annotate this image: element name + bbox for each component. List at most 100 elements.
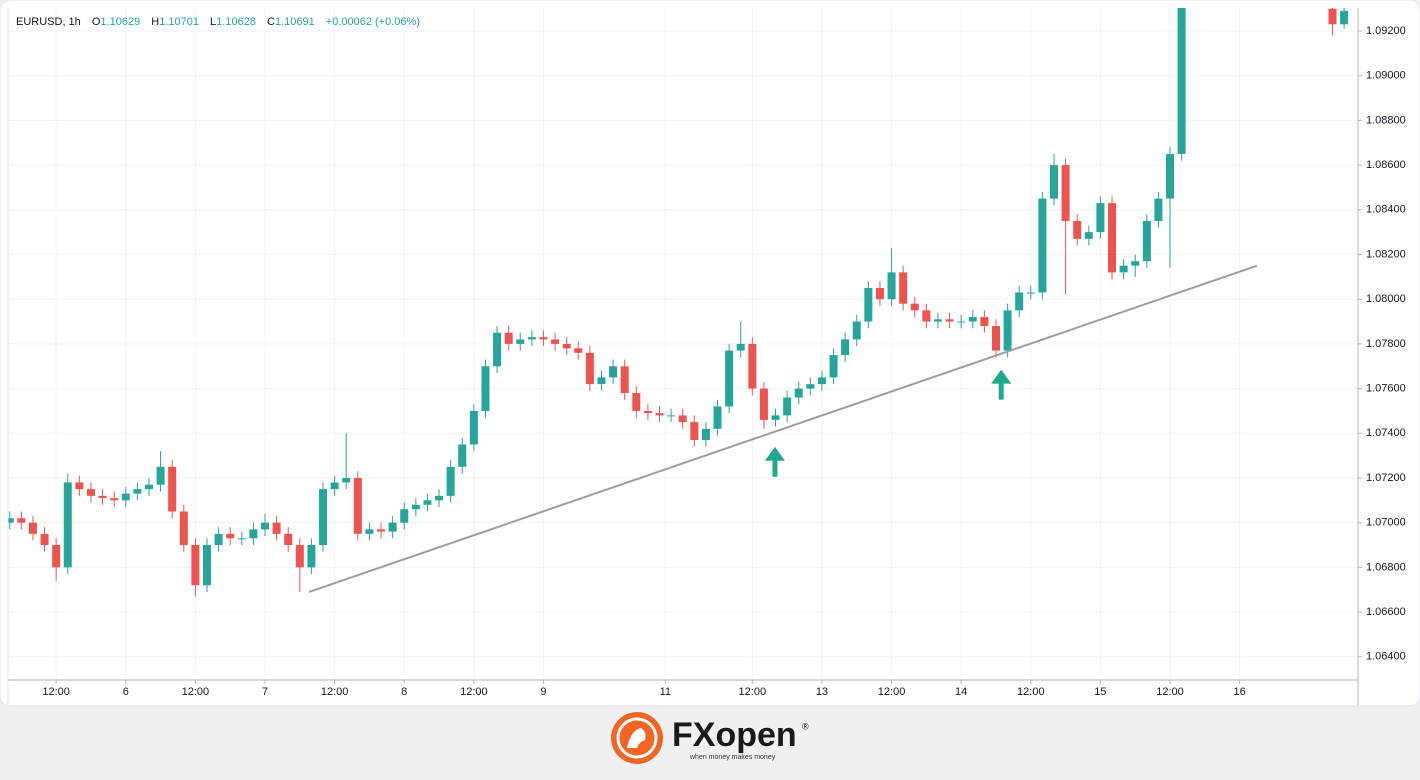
candle-body	[17, 518, 26, 523]
candle-body	[40, 533, 49, 546]
candle-body	[991, 326, 1000, 351]
candle-body	[214, 533, 223, 546]
candle-body	[237, 538, 246, 540]
candle-body	[458, 444, 467, 467]
candle-body	[667, 415, 676, 417]
ohlc-key: C	[267, 16, 275, 28]
y-tick-label: 1.08600	[1366, 159, 1406, 171]
candle-body	[377, 529, 386, 532]
candle-body	[411, 504, 420, 510]
candle-body	[539, 337, 548, 340]
candle-body	[156, 466, 165, 485]
y-tick-label: 1.07600	[1366, 382, 1406, 394]
ohlc-key: L	[210, 16, 216, 28]
x-tick-label: 7	[262, 686, 268, 698]
candle-body	[632, 393, 641, 411]
candle-body	[435, 495, 444, 501]
arrow	[764, 446, 785, 477]
candle-body	[388, 522, 397, 532]
candle-body	[86, 489, 95, 496]
candle-body	[980, 317, 989, 327]
candle-body	[144, 484, 153, 490]
candle-body	[933, 319, 942, 322]
candle-body	[759, 388, 768, 420]
candle-body	[864, 288, 873, 322]
candle-body	[353, 477, 362, 534]
candle-body	[655, 413, 664, 416]
chart-card	[0, 0, 1420, 707]
ohlc-key: H	[151, 16, 159, 28]
x-tick-label: 12:00	[739, 686, 767, 698]
candle-body	[852, 321, 861, 340]
candle-body	[957, 321, 966, 323]
y-tick-label: 1.07800	[1366, 338, 1406, 350]
brand-registered: ®	[802, 721, 809, 731]
candle-body	[1108, 203, 1117, 273]
candle-body	[910, 303, 919, 311]
x-tick-label: 12:00	[878, 686, 906, 698]
candle-body	[446, 466, 455, 496]
arrow	[991, 369, 1012, 400]
candle-body	[1154, 198, 1163, 221]
symbol: EURUSD, 1h	[16, 16, 81, 28]
candle-body	[1328, 8, 1337, 25]
candle-body	[725, 350, 734, 407]
x-tick-label: 8	[401, 686, 407, 698]
candle-body	[1003, 310, 1012, 351]
x-tick-label: 12:00	[1017, 686, 1045, 698]
chart-header: EURUSD, 1h O1.10629 H1.10701 L1.10628 C1…	[16, 16, 420, 28]
candle-body	[1084, 232, 1093, 239]
x-tick-label: 11	[660, 686, 671, 698]
logo-icon-ring	[616, 717, 658, 759]
candle-body	[365, 529, 374, 534]
plot-area	[8, 8, 1349, 597]
candle-body	[319, 489, 328, 546]
candle-body	[597, 377, 606, 385]
candle-body	[574, 348, 583, 353]
logo-icon-shape	[627, 728, 646, 748]
candle-body	[133, 489, 142, 494]
candle-body	[875, 288, 884, 300]
ohlc-key: O	[92, 16, 101, 28]
x-tick-label: 9	[540, 686, 546, 698]
x-tick-label: 15	[1094, 686, 1106, 698]
candle-body	[609, 366, 618, 378]
ohlc-value: 1.10701	[159, 16, 199, 28]
y-tick-label: 1.07400	[1366, 427, 1406, 439]
candle-body	[922, 310, 931, 322]
candle-body	[1131, 261, 1140, 266]
candle-body	[168, 466, 177, 512]
candle-body	[481, 366, 490, 411]
candle-body	[400, 509, 409, 523]
x-tick-label: 12:00	[42, 686, 70, 698]
y-tick-label: 1.06400	[1366, 651, 1406, 663]
candle-body	[1038, 198, 1047, 293]
y-tick-label: 1.08000	[1366, 293, 1406, 305]
candle-body	[1340, 10, 1349, 25]
candle-body	[736, 343, 745, 351]
candle-body	[52, 545, 61, 568]
candle-body	[713, 406, 722, 429]
x-tick-label: 12:00	[1156, 686, 1184, 698]
candle-body	[1073, 220, 1082, 239]
candle-body	[342, 477, 351, 483]
candle-body	[678, 415, 687, 423]
candle-body	[1177, 8, 1186, 154]
candle-body	[551, 339, 560, 344]
candle-body	[1166, 153, 1175, 199]
y-tick-label: 1.07000	[1366, 517, 1406, 529]
candle-body	[899, 272, 908, 304]
candle-body	[516, 339, 525, 344]
candle-body	[504, 332, 513, 344]
candle-body	[887, 272, 896, 300]
y-tick-label: 1.06800	[1366, 561, 1406, 573]
candle-body	[690, 422, 699, 440]
candle-body	[817, 377, 826, 385]
y-tick-label: 1.07200	[1366, 472, 1406, 484]
candle-body	[121, 493, 130, 501]
y-tick-label: 1.08200	[1366, 248, 1406, 260]
candle-body	[202, 545, 211, 586]
candle-body	[562, 343, 571, 349]
